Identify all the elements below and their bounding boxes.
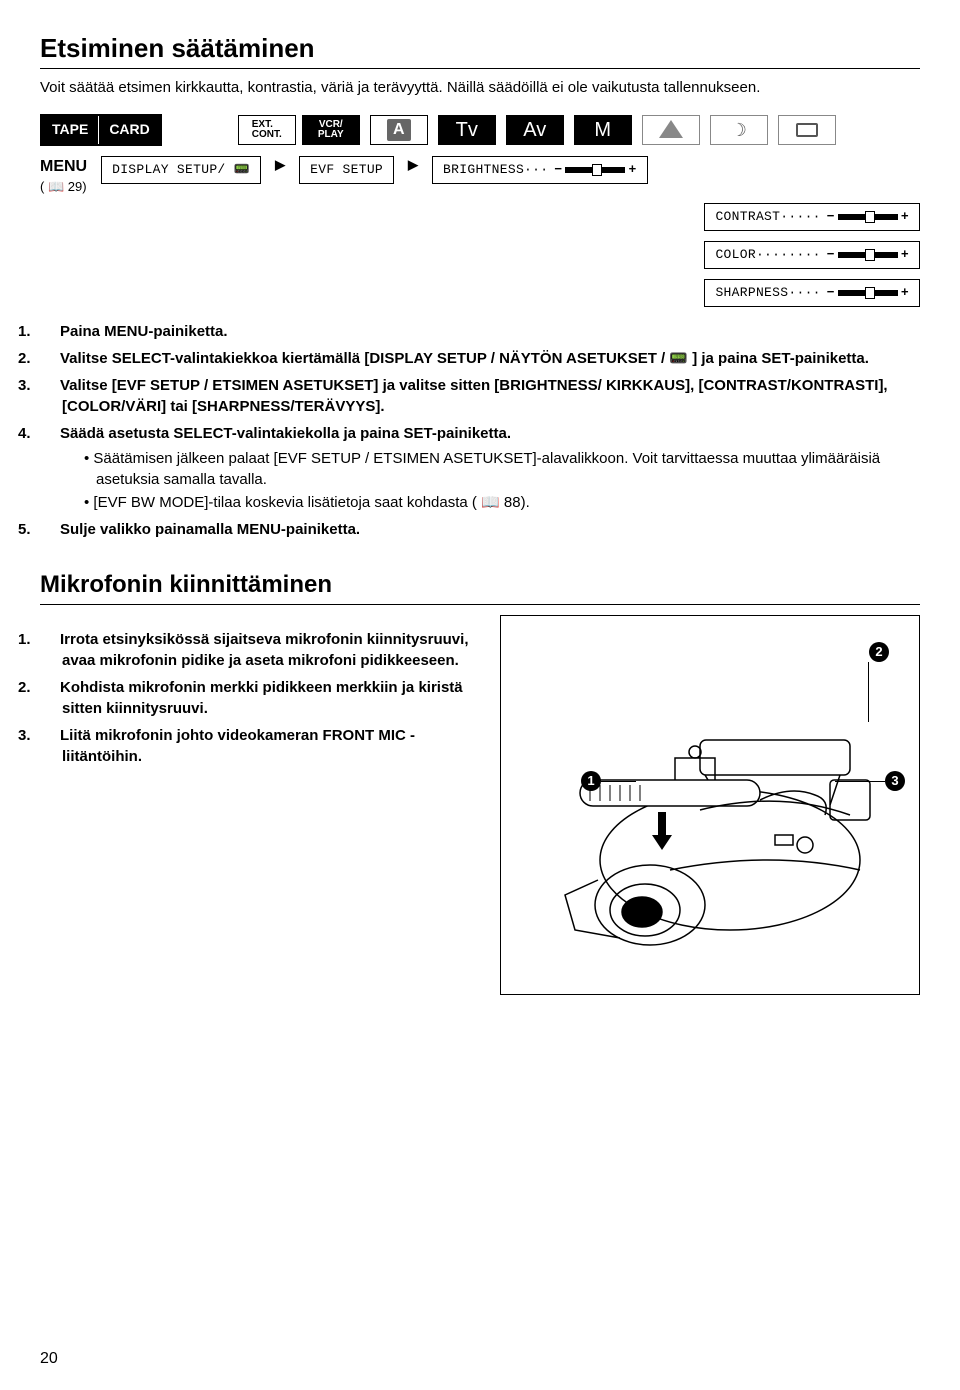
step5-text: Sulje valikko painamalla MENU-painiketta… <box>60 521 360 538</box>
menu-box2-text: EVF SETUP <box>310 161 383 179</box>
menu-box-contrast: CONTRAST····· − + <box>704 203 920 231</box>
mik-step-2: 2.Kohdista mikrofonin merkki pidikkeen m… <box>40 677 482 719</box>
menu-box-display-setup: DISPLAY SETUP/ 📟 <box>101 156 261 184</box>
intro-text: Voit säätää etsimen kirkkautta, kontrast… <box>40 77 920 98</box>
step-1: 1.Paina MENU-painiketta. <box>40 321 920 342</box>
step4-text: Säädä asetusta SELECT-valintakiekolla ja… <box>60 425 511 442</box>
mode-tv: Tv <box>438 115 496 145</box>
step-2: 2.Valitse SELECT-valintakiekkoa kiertämä… <box>40 348 920 369</box>
brightness-slider: − + <box>554 161 636 179</box>
menu-label-block: MENU ( 📖 29) <box>40 156 87 197</box>
menu-row-contrast: CONTRAST····· − + <box>40 203 920 231</box>
mik2-text: Kohdista mikrofonin merkki pidikkeen mer… <box>60 679 463 717</box>
mode-a-label: A <box>387 119 411 141</box>
minus-label: − <box>827 208 835 226</box>
mode-bar: TAPE CARD EXT. CONT. VCR/ PLAY A Tv Av M… <box>40 114 920 146</box>
mode-m: M <box>574 115 632 145</box>
play-label: PLAY <box>318 130 344 140</box>
moon-icon: ☽ <box>731 118 747 143</box>
mode-vcr-play: VCR/ PLAY <box>302 115 360 145</box>
page-number: 20 <box>40 1348 58 1370</box>
pentagon-icon <box>659 120 683 138</box>
step4-bullet1: Säätämisen jälkeen palaat [EVF SETUP / E… <box>84 448 920 490</box>
camera-illustration <box>520 640 900 970</box>
slider-track <box>838 214 898 220</box>
menu-box-color: COLOR········ − + <box>704 241 920 269</box>
menu-ref: ( 📖 29) <box>40 178 87 196</box>
menu-label: MENU <box>40 156 87 178</box>
camera-figure: 2 1 3 <box>500 615 920 995</box>
plus-label: + <box>901 246 909 264</box>
minus-label: − <box>827 284 835 302</box>
minus-label: − <box>554 161 562 179</box>
menu-box1-text: DISPLAY SETUP/ 📟 <box>112 161 250 179</box>
mode-m-label: M <box>594 116 611 144</box>
slider-thumb <box>865 287 875 299</box>
menu-row-sharpness: SHARPNESS···· − + <box>40 279 920 307</box>
mode-av: Av <box>506 115 564 145</box>
menu-settings-column: BRIGHTNESS··· − + <box>432 156 648 184</box>
mode-a: A <box>370 115 428 145</box>
step2-text: Valitse SELECT-valintakiekkoa kiertämäll… <box>60 350 869 367</box>
mik1-text: Irrota etsinyksikössä sijaitseva mikrofo… <box>60 631 469 669</box>
slider-thumb <box>865 249 875 261</box>
slider-track <box>565 167 625 173</box>
card-label: CARD <box>99 116 159 144</box>
step-5: 5.Sulje valikko painamalla MENU-painiket… <box>40 519 920 540</box>
page-title: Etsiminen säätäminen <box>40 30 920 69</box>
menu-box-evf-setup: EVF SETUP <box>299 156 394 184</box>
tape-label: TAPE <box>42 116 99 144</box>
menu-row-color: COLOR········ − + <box>40 241 920 269</box>
microphone-steps: 1.Irrota etsinyksikössä sijaitseva mikro… <box>40 629 482 767</box>
menu-box-brightness: BRIGHTNESS··· − + <box>432 156 648 184</box>
mode-spotlight <box>642 115 700 145</box>
slider-track <box>838 290 898 296</box>
callout-1: 1 <box>581 771 601 791</box>
mode-rect <box>778 115 836 145</box>
sharpness-label: SHARPNESS···· <box>715 284 820 302</box>
step1-text: Paina MENU-painiketta. <box>60 323 228 340</box>
plus-label: + <box>901 208 909 226</box>
step3-text: Valitse [EVF SETUP / ETSIMEN ASETUKSET] … <box>60 377 888 415</box>
menu-box-sharpness: SHARPNESS···· − + <box>704 279 920 307</box>
microphone-row: 1.Irrota etsinyksikössä sijaitseva mikro… <box>40 615 920 995</box>
sharpness-slider: − + <box>827 284 909 302</box>
tape-card-block: TAPE CARD <box>40 114 162 146</box>
mode-tv-label: Tv <box>456 116 478 144</box>
mik-step-3: 3.Liitä mikrofonin johto videokameran FR… <box>40 725 482 767</box>
section-subtitle: Mikrofonin kiinnittäminen <box>40 568 920 605</box>
color-label: COLOR········ <box>715 246 820 264</box>
mik-step-1: 1.Irrota etsinyksikössä sijaitseva mikro… <box>40 629 482 671</box>
callout-line-1 <box>601 781 636 782</box>
callout-2: 2 <box>869 642 889 662</box>
callout-3: 3 <box>885 771 905 791</box>
arrow-icon: ▶ <box>275 156 285 174</box>
step4-bullet2: [EVF BW MODE]-tilaa koskevia lisätietoja… <box>84 492 920 513</box>
plus-label: + <box>628 161 636 179</box>
rect-icon <box>796 123 818 137</box>
contrast-label: CONTRAST····· <box>715 208 820 226</box>
menu-flow-row: MENU ( 📖 29) DISPLAY SETUP/ 📟 ▶ EVF SETU… <box>40 156 920 197</box>
callout-line-3 <box>835 781 885 782</box>
steps-list: 1.Paina MENU-painiketta. 2.Valitse SELEC… <box>40 321 920 540</box>
mode-night: ☽ <box>710 115 768 145</box>
microphone-text-col: 1.Irrota etsinyksikössä sijaitseva mikro… <box>40 615 482 773</box>
cont-label: CONT. <box>252 130 282 140</box>
color-slider: − + <box>827 246 909 264</box>
slider-thumb <box>592 164 602 176</box>
slider-thumb <box>865 211 875 223</box>
arrow-icon: ▶ <box>408 156 418 174</box>
brightness-label: BRIGHTNESS··· <box>443 161 548 179</box>
callout-line-2 <box>868 662 869 722</box>
step-4: 4.Säädä asetusta SELECT-valintakiekolla … <box>40 423 920 513</box>
contrast-slider: − + <box>827 208 909 226</box>
slider-track <box>838 252 898 258</box>
mode-av-label: Av <box>523 116 546 144</box>
step4-bullets: Säätämisen jälkeen palaat [EVF SETUP / E… <box>84 448 920 513</box>
step-3: 3.Valitse [EVF SETUP / ETSIMEN ASETUKSET… <box>40 375 920 417</box>
mik3-text: Liitä mikrofonin johto videokameran FRON… <box>60 727 415 765</box>
minus-label: − <box>827 246 835 264</box>
mode-ext-cont: EXT. CONT. <box>238 115 296 145</box>
plus-label: + <box>901 284 909 302</box>
